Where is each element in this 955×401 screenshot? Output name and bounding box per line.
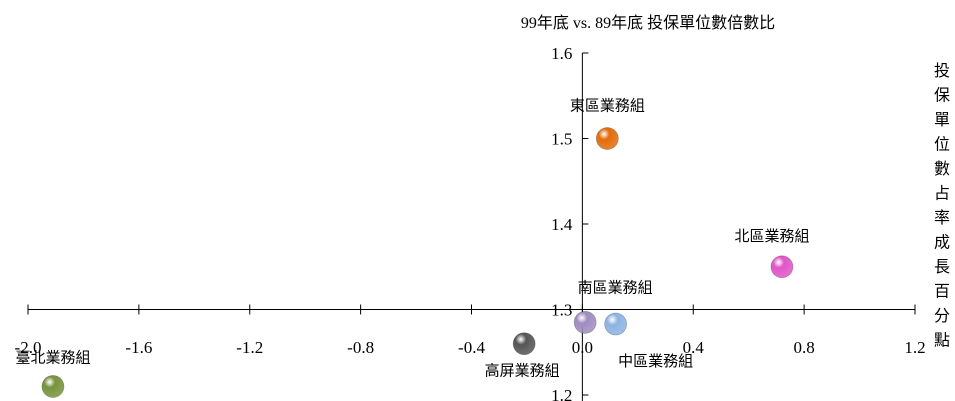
- data-point: [770, 255, 794, 279]
- data-points: [41, 127, 794, 398]
- x-axis-title-char: 投: [934, 61, 950, 80]
- x-axis-title-char: 單: [934, 110, 950, 129]
- x-tick-labels: -2.0 -1.6 -1.2 -0.8 -0.4 0.0 0.4 0.8 1.2: [15, 338, 926, 357]
- x-tick-label: 0.8: [794, 338, 815, 357]
- x-tick-label: -0.4: [458, 338, 485, 357]
- chart-title: 99年底 vs. 89年底 投保單位數倍數比: [521, 14, 775, 32]
- y-tick-label: 1.6: [551, 44, 572, 63]
- x-tick-label: 0.4: [683, 338, 705, 357]
- x-axis-title-char: 保: [934, 86, 950, 105]
- x-axis-title-char: 百: [934, 282, 950, 301]
- point-label: 東區業務組: [570, 97, 645, 115]
- axes: [27, 52, 916, 401]
- data-point: [595, 127, 619, 150]
- point-label: 臺北業務組: [15, 348, 90, 366]
- x-tick-label: 0.0: [572, 338, 593, 357]
- point-label: 高屏業務組: [485, 362, 560, 380]
- point-label: 北區業務組: [734, 227, 809, 245]
- point-label: 南區業務組: [578, 278, 653, 296]
- x-axis-title-char: 長: [934, 257, 950, 276]
- data-point: [41, 375, 65, 398]
- x-axis-title-char: 占: [934, 184, 950, 203]
- y-tick-label: 1.2: [551, 386, 572, 401]
- x-axis-title-char: 數: [934, 159, 950, 178]
- x-tick-label: 1.2: [904, 338, 925, 357]
- x-tick-label: -1.6: [125, 338, 152, 357]
- y-tick-labels: 1.2 1.3 1.4 1.5 1.6: [551, 44, 573, 401]
- x-axis-title-char: 分: [934, 306, 950, 325]
- y-tick-label: 1.4: [551, 215, 573, 234]
- y-tick-label: 1.5: [551, 130, 572, 149]
- x-tick-label: -1.2: [236, 338, 263, 357]
- x-axis-title-char: 位: [934, 135, 950, 154]
- x-axis-title-char: 率: [934, 208, 950, 227]
- point-label: 中區業務組: [618, 352, 693, 370]
- x-axis-title-char: 成: [934, 233, 950, 252]
- x-tick-label: -0.8: [347, 338, 374, 357]
- data-point: [573, 310, 597, 334]
- data-point: [604, 312, 628, 336]
- x-tick-label: -2.0: [15, 338, 42, 357]
- y-tick-label: 1.3: [551, 301, 572, 320]
- data-point: [512, 332, 536, 356]
- x-axis-title-char: 點: [934, 331, 950, 350]
